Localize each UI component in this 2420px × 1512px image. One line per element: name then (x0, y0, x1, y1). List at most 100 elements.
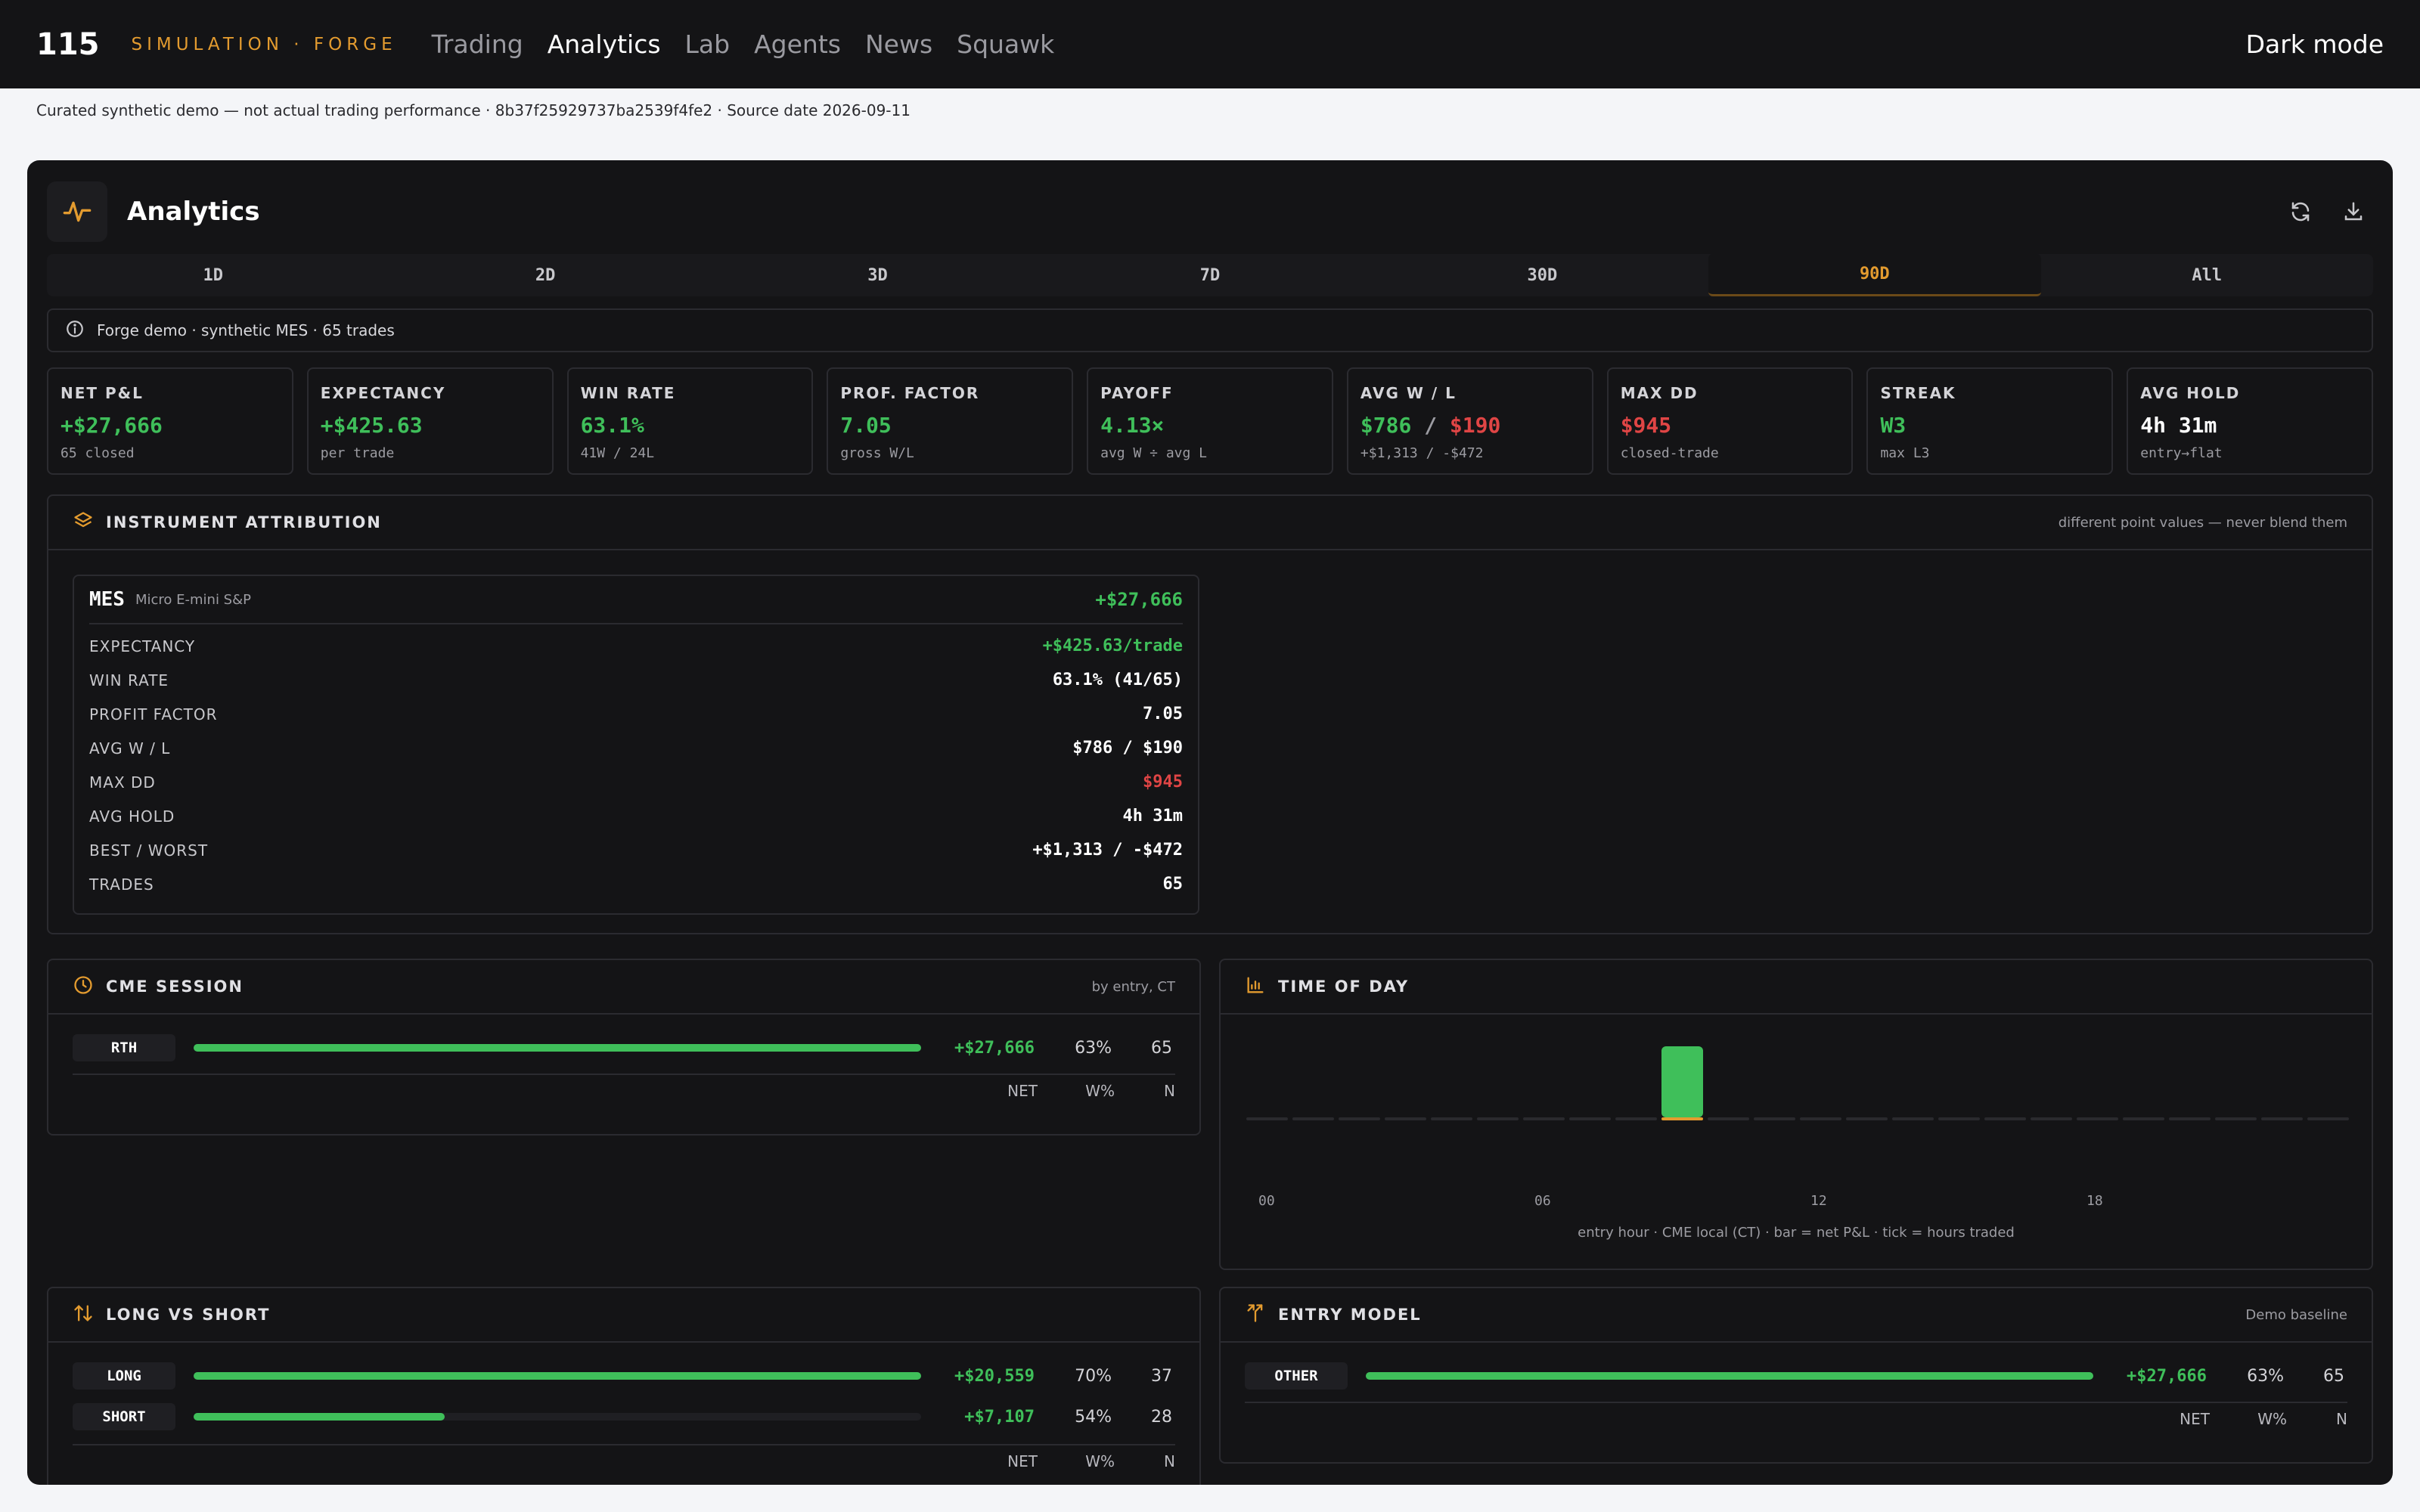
stat-avg-win-loss: AVG W / L $786 / $190 +$1,313 / -$472 (1346, 367, 1593, 475)
chart-caption: entry hour · CME local (CT) · bar = net … (1578, 1225, 2015, 1241)
tab-2d[interactable]: 2D (535, 265, 556, 285)
row-winrate: 63% (1075, 1038, 1112, 1058)
col-count: N (1164, 1452, 1175, 1470)
metric-label: EXPECTANCY (89, 637, 196, 655)
metric-row: MAX DD $945 (89, 765, 1183, 799)
refresh-icon[interactable] (2287, 198, 2314, 225)
metric-value: 65 (1162, 875, 1184, 894)
hour-tick-04 (1431, 1117, 1472, 1120)
row-count: 65 (1151, 1038, 1172, 1058)
bar-fill (194, 1413, 445, 1421)
metric-label: TRADES (89, 875, 154, 894)
clock-icon (73, 974, 94, 999)
stat-label: WIN RATE (580, 384, 676, 402)
hour-bar-09[interactable] (1661, 1046, 1703, 1117)
col-winrate: W% (1085, 1082, 1115, 1100)
cme-session-card: CME SESSION by entry, CT RTH +$27,666 63… (47, 959, 1201, 1136)
col-net: NET (1007, 1082, 1038, 1100)
hour-tick-23 (2307, 1117, 2349, 1120)
metric-value: 63.1% (41/65) (1052, 671, 1183, 689)
column-footer: NET W% N (1245, 1402, 2347, 1435)
hour-tick-14 (1892, 1117, 1934, 1120)
top-nav: 115 SIMULATION · FORGE Trading Analytics… (0, 0, 2420, 88)
tab-90d[interactable]: 90D (1708, 254, 2041, 296)
card-note: different point values — never blend the… (2058, 514, 2347, 531)
stat-max-dd: MAX DD $945 closed-trade (1606, 367, 1854, 475)
metric-value: 4h 31m (1122, 807, 1183, 826)
time-of-day-chart (1246, 1046, 2349, 1120)
hour-tick-21 (2215, 1117, 2257, 1120)
row-count: 65 (2323, 1366, 2344, 1386)
stat-sub: +$1,313 / -$472 (1360, 445, 1484, 461)
hour-tick-09 (1661, 1117, 1703, 1120)
hour-tick-16 (1984, 1117, 2026, 1120)
stat-label: EXPECTANCY (320, 384, 446, 402)
metric-label: AVG W / L (89, 739, 171, 758)
nav-trading[interactable]: Trading (431, 29, 523, 59)
stat-sub: entry→flat (2140, 445, 2223, 461)
col-winrate: W% (2257, 1410, 2287, 1428)
metric-label: PROFIT FACTOR (89, 705, 218, 723)
tick-label: 12 (1810, 1193, 1827, 1209)
col-count: N (2336, 1410, 2347, 1428)
card-header: INSTRUMENT ATTRIBUTION different point v… (48, 496, 2372, 550)
hour-tick-08 (1615, 1117, 1657, 1120)
entry-model-card: ENTRY MODEL Demo baseline OTHER +$27,666… (1219, 1287, 2373, 1464)
card-title: CME SESSION (106, 978, 244, 996)
stat-sub: 65 closed (60, 445, 135, 461)
stat-cards: NET P&L +$27,666 65 closed EXPECTANCY +$… (47, 367, 2374, 475)
stat-value: 7.05 (840, 413, 892, 438)
row-label: SHORT (73, 1403, 175, 1430)
nav-agents[interactable]: Agents (754, 29, 841, 59)
stat-value: 63.1% (580, 413, 644, 438)
layers-icon (73, 510, 94, 534)
stat-label: NET P&L (60, 384, 144, 402)
tab-7d[interactable]: 7D (1199, 265, 1221, 285)
pulse-icon (47, 181, 107, 242)
metric-row: WIN RATE 63.1% (41/65) (89, 663, 1183, 697)
card-note: by entry, CT (1091, 978, 1175, 995)
stat-value: 4.13× (1100, 413, 1165, 438)
stat-value: 4h 31m (2140, 413, 2217, 438)
dark-mode-toggle[interactable]: Dark mode (2245, 29, 2384, 59)
avg-loss-value: $190 (1449, 413, 1501, 438)
hour-tick-06 (1523, 1117, 1565, 1120)
tab-3d[interactable]: 3D (867, 265, 888, 285)
stat-sub: per trade (320, 445, 395, 461)
tick-label: 18 (2086, 1193, 2103, 1209)
demo-disclaimer: Curated synthetic demo — not actual trad… (36, 101, 911, 119)
hour-tick-11 (1754, 1117, 1795, 1120)
nav-squawk[interactable]: Squawk (957, 29, 1055, 59)
stat-label: STREAK (1880, 384, 1956, 402)
time-of-day-card: TIME OF DAY 00 06 12 18 entry hour · CME… (1219, 959, 2373, 1270)
brand-name: SIMULATION · FORGE (131, 34, 397, 54)
metric-value: $786 / $190 (1072, 739, 1183, 758)
row-count: 37 (1151, 1366, 1172, 1386)
logo[interactable]: 115 (36, 26, 100, 62)
download-icon[interactable] (2340, 198, 2367, 225)
nav-news[interactable]: News (864, 29, 933, 59)
nav-analytics[interactable]: Analytics (547, 29, 661, 59)
hour-tick-18 (2077, 1117, 2118, 1120)
hour-tick-22 (2261, 1117, 2303, 1120)
tab-1d[interactable]: 1D (203, 265, 223, 285)
bar-track (194, 1413, 921, 1421)
tab-all[interactable]: All (2192, 265, 2223, 285)
stat-value: $945 (1620, 413, 1672, 438)
info-icon (65, 319, 85, 342)
metric-row: AVG W / L $786 / $190 (89, 731, 1183, 765)
hour-tick-19 (2123, 1117, 2164, 1120)
tab-30d[interactable]: 30D (1527, 265, 1558, 285)
bar-fill (194, 1372, 921, 1380)
hour-tick-02 (1339, 1117, 1380, 1120)
stat-value: $786 / $190 (1360, 413, 1580, 438)
hour-tick-03 (1385, 1117, 1426, 1120)
instrument-attribution-card: INSTRUMENT ATTRIBUTION different point v… (47, 494, 2373, 934)
nav-lab[interactable]: Lab (684, 29, 731, 59)
timeframe-tabs: 1D 2D 3D 7D 30D 90D All (47, 254, 2373, 296)
stat-sub: max L3 (1880, 445, 1930, 461)
stat-label: PAYOFF (1100, 384, 1174, 402)
metric-row: AVG HOLD 4h 31m (89, 799, 1183, 833)
card-title: LONG VS SHORT (106, 1306, 271, 1324)
breakdown-row: RTH +$27,666 63% 65 (73, 1033, 1175, 1063)
